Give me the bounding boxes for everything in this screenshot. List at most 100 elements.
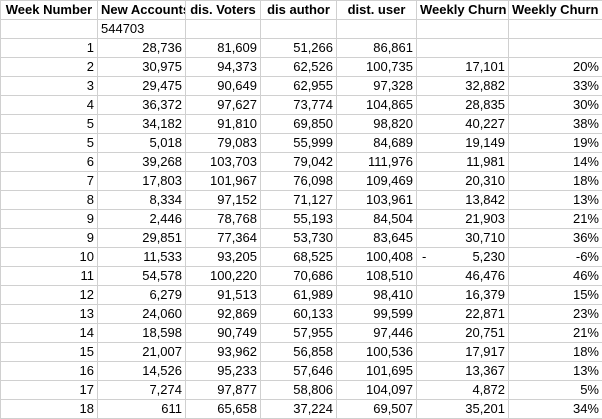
cell-dist-user: 83,645 xyxy=(337,229,417,248)
cell-week-number: 17 xyxy=(1,381,98,400)
cell-dis-voters: 95,233 xyxy=(186,362,261,381)
cell-dis-author: 70,686 xyxy=(261,267,337,286)
cell-dis-author: 69,850 xyxy=(261,115,337,134)
cell-weekly-churn-rate: 46% xyxy=(509,267,602,286)
churn-value: 16,379 xyxy=(465,287,505,302)
cell-weekly-churn-rate: 21% xyxy=(509,210,602,229)
cell-dist-user: 104,865 xyxy=(337,96,417,115)
cell-weekly-churn-rate: 18% xyxy=(509,343,602,362)
churn-value: 4,872 xyxy=(472,382,505,397)
cell-weekly-churn-rate: 18% xyxy=(509,172,602,191)
header-new-accounts: New Accounts xyxy=(98,1,186,20)
cell-dis-author: 55,999 xyxy=(261,134,337,153)
cell-dis-voters: 91,513 xyxy=(186,286,261,305)
cell-weekly-churn-rate: 36% xyxy=(509,229,602,248)
cell-dis-voters: 91,810 xyxy=(186,115,261,134)
cell-week-number: 18 xyxy=(1,400,98,419)
cell-new-accounts: 36,372 xyxy=(98,96,186,115)
cell-weekly-churn-rate: 20% xyxy=(509,58,602,77)
cell-dis-voters: 103,703 xyxy=(186,153,261,172)
cell-new-accounts: 54,578 xyxy=(98,267,186,286)
cell-dis-voters: 90,649 xyxy=(186,77,261,96)
cell-dis-author: 60,133 xyxy=(261,305,337,324)
churn-value: 46,476 xyxy=(465,268,505,283)
cell-week-number: 15 xyxy=(1,343,98,362)
cell-week-number: 14 xyxy=(1,324,98,343)
cell-week-number: 4 xyxy=(1,96,98,115)
total-row-blank xyxy=(186,20,261,39)
churn-value: 5,230 xyxy=(472,249,505,264)
cell-new-accounts: 611 xyxy=(98,400,186,419)
cell-week-number: 13 xyxy=(1,305,98,324)
cell-new-accounts: 6,279 xyxy=(98,286,186,305)
cell-dist-user: 100,536 xyxy=(337,343,417,362)
cell-dis-author: 73,774 xyxy=(261,96,337,115)
cell-new-accounts: 30,975 xyxy=(98,58,186,77)
cell-dist-user: 84,504 xyxy=(337,210,417,229)
churn-value: 32,882 xyxy=(465,78,505,93)
cell-new-accounts: 5,018 xyxy=(98,134,186,153)
header-dis-voters: dis. Voters xyxy=(186,1,261,20)
cell-dis-voters: 93,962 xyxy=(186,343,261,362)
cell-new-accounts: 34,182 xyxy=(98,115,186,134)
churn-value: 20,310 xyxy=(465,173,505,188)
cell-dis-voters: 97,877 xyxy=(186,381,261,400)
cell-weekly-churn-rate: 5% xyxy=(509,381,602,400)
churn-value: 13,367 xyxy=(465,363,505,378)
cell-week-number: 7 xyxy=(1,172,98,191)
cell-weekly-churn: 20,751 xyxy=(417,324,509,343)
cell-weekly-churn-rate: -6% xyxy=(509,248,602,267)
cell-weekly-churn: 11,981 xyxy=(417,153,509,172)
cell-dis-author: 71,127 xyxy=(261,191,337,210)
churn-value: 17,101 xyxy=(465,59,505,74)
cell-weekly-churn-rate: 13% xyxy=(509,362,602,381)
header-dis-author: dis author xyxy=(261,1,337,20)
cell-dis-author: 79,042 xyxy=(261,153,337,172)
cell-new-accounts: 11,533 xyxy=(98,248,186,267)
cell-dis-voters: 93,205 xyxy=(186,248,261,267)
churn-value: 28,835 xyxy=(465,97,505,112)
churn-value: 35,201 xyxy=(465,401,505,416)
total-row-blank xyxy=(261,20,337,39)
cell-dis-voters: 81,609 xyxy=(186,39,261,58)
cell-dis-author: 37,224 xyxy=(261,400,337,419)
cell-dis-voters: 78,768 xyxy=(186,210,261,229)
total-row-blank xyxy=(417,20,509,39)
cell-week-number: 11 xyxy=(1,267,98,286)
cell-dis-author: 57,955 xyxy=(261,324,337,343)
total-row: 544703 xyxy=(1,20,602,39)
cell-dist-user: 98,820 xyxy=(337,115,417,134)
cell-dis-author: 51,266 xyxy=(261,39,337,58)
cell-week-number: 8 xyxy=(1,191,98,210)
cell-dist-user: 84,689 xyxy=(337,134,417,153)
cell-dis-voters: 92,869 xyxy=(186,305,261,324)
cell-week-number: 5 xyxy=(1,115,98,134)
cell-dis-author: 56,858 xyxy=(261,343,337,362)
cell-dist-user: 97,328 xyxy=(337,77,417,96)
header-row: Week Number New Accounts dis. Voters dis… xyxy=(1,1,602,20)
cell-weekly-churn-rate: 38% xyxy=(509,115,602,134)
cell-dist-user: 86,861 xyxy=(337,39,417,58)
cell-weekly-churn: 35,201 xyxy=(417,400,509,419)
cell-dist-user: 97,446 xyxy=(337,324,417,343)
header-weekly-churn-rate: Weekly Churn Rate xyxy=(509,1,602,20)
cell-week-number: 9 xyxy=(1,229,98,248)
cell-new-accounts: 39,268 xyxy=(98,153,186,172)
cell-weekly-churn-rate: 14% xyxy=(509,153,602,172)
cell-dist-user: 99,599 xyxy=(337,305,417,324)
cell-weekly-churn-rate: 21% xyxy=(509,324,602,343)
cell-weekly-churn: 21,903 xyxy=(417,210,509,229)
total-row-blank xyxy=(509,20,602,39)
cell-weekly-churn: 28,835 xyxy=(417,96,509,115)
